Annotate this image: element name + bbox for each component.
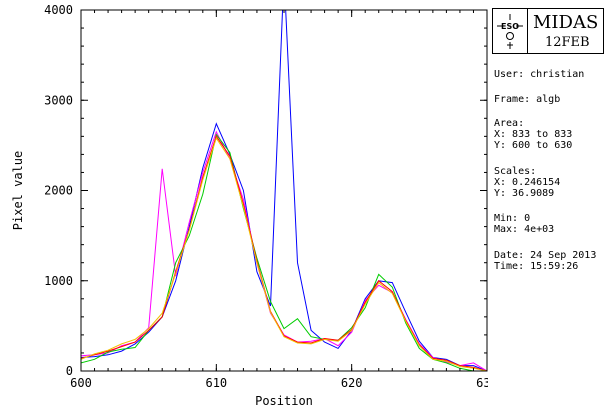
app-version: 12FEB xyxy=(545,35,590,50)
app-name: MIDAS xyxy=(533,12,599,33)
date-label: Date: 24 Sep 2013 xyxy=(494,250,597,261)
area-x: X: 833 to 833 xyxy=(494,129,573,140)
y-axis-label: Pixel value xyxy=(11,151,25,230)
y-tick-label: 1000 xyxy=(44,274,73,288)
line-chart: 600 610 620 630 0 1000 2000 3000 4000 Position Pix… xyxy=(11,3,488,408)
max-value: Max: 4e+03 xyxy=(494,224,555,235)
y-tick-label: 3000 xyxy=(44,93,73,107)
area-y: Y: 600 to 630 xyxy=(494,140,573,151)
min-value: Min: 0 xyxy=(494,213,531,224)
x-tick-label: 620 xyxy=(341,376,363,390)
eso-logo-icon: ESO xyxy=(497,14,523,49)
x-tick-label: 610 xyxy=(205,376,227,390)
time-label: Time: 15:59:26 xyxy=(494,261,579,272)
series-line-5 xyxy=(81,137,487,371)
logo-divider xyxy=(527,9,528,53)
y-tick-label: 4000 xyxy=(44,3,73,17)
area-heading: Area: xyxy=(494,118,525,129)
y-tick-label: 0 xyxy=(66,364,73,378)
scale-y: Y: 36.9089 xyxy=(494,188,555,199)
midas-logo-box: ESO MIDAS 12FEB xyxy=(492,8,604,54)
scale-x: X: 0.246154 xyxy=(494,177,561,188)
x-tick-label: 630 xyxy=(476,376,488,390)
y-tick-label: 2000 xyxy=(44,184,73,198)
scales-heading: Scales: xyxy=(494,166,537,177)
x-tick-label: 600 xyxy=(70,376,92,390)
eso-logo-text: ESO xyxy=(501,22,519,31)
plot-frame xyxy=(80,9,488,372)
series-line-1 xyxy=(81,10,487,371)
plot-area: 600 610 620 630 0 1000 2000 3000 4000 Position Pix… xyxy=(11,3,488,408)
frame-label: Frame: algb xyxy=(494,94,561,105)
x-axis-label: Position xyxy=(255,394,313,408)
user-label: User: christian xyxy=(494,69,585,80)
